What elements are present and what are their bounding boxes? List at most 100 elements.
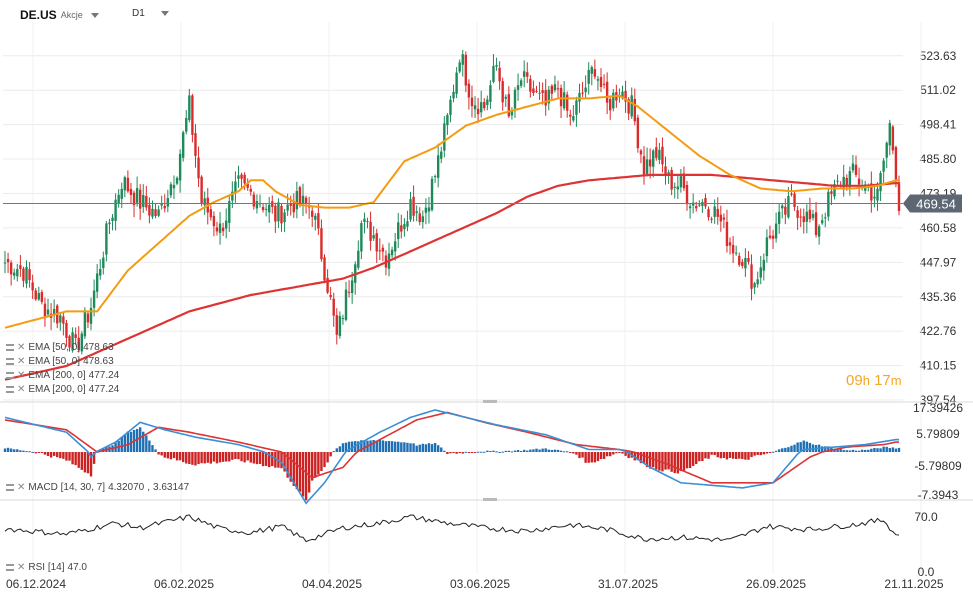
macd-histogram-bar bbox=[507, 450, 511, 452]
candle-body bbox=[249, 188, 252, 192]
macd-histogram-bar bbox=[836, 448, 839, 452]
candle-body bbox=[765, 237, 769, 257]
macd-histogram-bar bbox=[891, 447, 895, 452]
candle bbox=[661, 137, 664, 173]
macd-histogram-bar bbox=[397, 441, 400, 452]
candle bbox=[722, 213, 726, 229]
macd-histogram-bar bbox=[602, 452, 606, 459]
candle-body bbox=[489, 85, 492, 102]
macd-histogram-bar bbox=[618, 452, 621, 453]
settings-icon[interactable] bbox=[6, 358, 14, 365]
candle-body bbox=[185, 118, 188, 132]
candle-body bbox=[891, 126, 895, 151]
macd-histogram-bar bbox=[332, 451, 335, 453]
candle bbox=[492, 54, 495, 84]
candle-body bbox=[562, 92, 566, 109]
chevron-down-icon[interactable] bbox=[90, 12, 99, 18]
candle-body bbox=[59, 315, 62, 323]
candle bbox=[212, 211, 216, 237]
candle-body bbox=[436, 155, 440, 178]
macd-histogram-bar bbox=[854, 450, 858, 452]
candle-body bbox=[449, 99, 452, 116]
candle-body bbox=[529, 78, 532, 92]
macd-histogram-bar bbox=[553, 449, 557, 452]
candle bbox=[224, 208, 228, 239]
candle bbox=[424, 198, 428, 225]
candle bbox=[234, 171, 237, 203]
indicator-legend-ema200b[interactable]: ✕ EMA [200, 0] 477.24 bbox=[6, 384, 119, 395]
settings-icon[interactable] bbox=[6, 564, 14, 571]
candle bbox=[575, 96, 578, 127]
candle bbox=[9, 260, 13, 286]
candle-body bbox=[65, 322, 68, 338]
candle-body bbox=[120, 188, 123, 199]
macd-histogram-bar bbox=[673, 452, 676, 474]
close-icon[interactable]: ✕ bbox=[17, 342, 26, 353]
macd-histogram-bar bbox=[784, 447, 787, 452]
macd-histogram-bar bbox=[864, 449, 867, 452]
macd-histogram-bar bbox=[532, 449, 535, 452]
candle-body bbox=[547, 89, 550, 104]
candle-body bbox=[550, 85, 554, 94]
indicator-legend-ema200a[interactable]: ✕ EMA [200, 0] 477.24 bbox=[6, 370, 119, 381]
symbol-selector[interactable]: DE.US Akcje bbox=[20, 8, 99, 22]
pane-resize-handle bbox=[483, 400, 497, 403]
close-icon[interactable]: ✕ bbox=[17, 482, 26, 493]
close-icon[interactable]: ✕ bbox=[17, 384, 26, 395]
close-icon[interactable]: ✕ bbox=[17, 356, 26, 367]
interval-selector[interactable]: D1 bbox=[132, 8, 169, 19]
candle bbox=[89, 297, 93, 331]
candle-body bbox=[188, 95, 191, 121]
candle-body bbox=[824, 217, 827, 219]
indicator-value: 477.24 bbox=[88, 370, 120, 381]
candle-body bbox=[572, 116, 575, 121]
macd-histogram-bar bbox=[243, 452, 246, 463]
chevron-down-icon[interactable] bbox=[160, 11, 169, 16]
settings-icon[interactable] bbox=[6, 344, 14, 351]
macd-histogram-bar bbox=[175, 452, 179, 461]
settings-icon[interactable] bbox=[6, 484, 14, 491]
macd-histogram-bar bbox=[888, 448, 891, 452]
candle-body bbox=[418, 213, 421, 223]
candle-body bbox=[163, 206, 166, 209]
macd-histogram-bar bbox=[252, 452, 256, 464]
candle bbox=[80, 331, 84, 355]
candle bbox=[320, 219, 323, 262]
macd-histogram-bar bbox=[289, 452, 292, 482]
macd-histogram-bar bbox=[185, 452, 188, 464]
macd-legend[interactable]: ✕ MACD [14, 30, 7] 4.32070, 3.63147 bbox=[6, 482, 189, 493]
macd-histogram-bar bbox=[28, 451, 31, 453]
macd-histogram-bar bbox=[3, 448, 7, 452]
macd-histogram-bar bbox=[885, 446, 888, 452]
macd-histogram-bar bbox=[722, 452, 726, 459]
candle bbox=[648, 148, 652, 179]
candle bbox=[114, 193, 117, 231]
candle bbox=[747, 251, 750, 265]
candle bbox=[532, 80, 535, 96]
candle-body bbox=[138, 189, 142, 209]
settings-icon[interactable] bbox=[6, 386, 14, 393]
rsi-legend[interactable]: ✕ RSI [14] 47.0 bbox=[6, 562, 87, 573]
candle bbox=[885, 141, 888, 169]
candle-body bbox=[252, 194, 256, 207]
y-tick-label: 460.58 bbox=[920, 221, 957, 235]
candle-body bbox=[381, 247, 385, 252]
close-icon[interactable]: ✕ bbox=[17, 370, 26, 381]
macd-histogram-bar bbox=[725, 452, 729, 460]
indicator-legend-ema50b[interactable]: ✕ EMA [50, 0] 478.63 bbox=[6, 356, 114, 367]
candle bbox=[716, 197, 719, 225]
close-icon[interactable]: ✕ bbox=[17, 562, 26, 573]
macd-histogram-bar bbox=[393, 441, 397, 452]
interval-label: D1 bbox=[132, 8, 145, 19]
indicator-legend-ema50a[interactable]: ✕ EMA [50, 0] 478.63 bbox=[6, 342, 114, 353]
candle bbox=[378, 238, 382, 261]
candle-body bbox=[581, 92, 584, 94]
macd-histogram-bar bbox=[765, 452, 769, 454]
candle-body bbox=[338, 315, 342, 336]
candle bbox=[676, 174, 680, 200]
macd-histogram-bar bbox=[74, 452, 77, 466]
candle bbox=[221, 222, 225, 237]
macd-histogram-bar bbox=[62, 452, 65, 459]
settings-icon[interactable] bbox=[6, 372, 14, 379]
